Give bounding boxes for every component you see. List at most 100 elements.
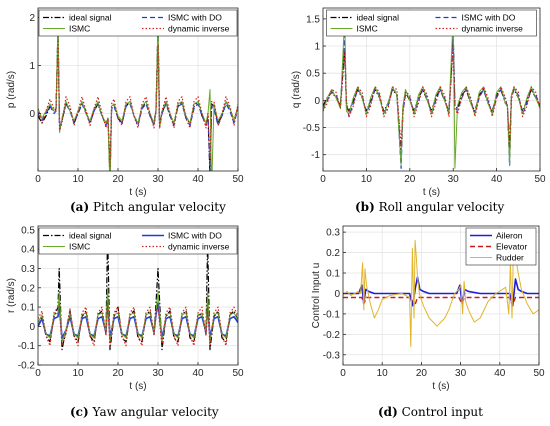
y-tick-label: 0.3: [326, 228, 340, 239]
y-tick-label: -0.1: [323, 309, 341, 320]
x-tick-label: 20: [404, 174, 416, 185]
y-tick-label: 0: [29, 109, 35, 120]
series-group: [38, 233, 238, 351]
x-tick-label: 50: [232, 174, 244, 185]
legend-label: dynamic inverse: [168, 242, 230, 252]
legend-label: ISMC with DO: [462, 13, 516, 23]
x-tick-label: 30: [152, 368, 164, 379]
x-tick-label: 10: [72, 174, 84, 185]
series-group: [323, 15, 540, 169]
legend-label: ISMC with DO: [168, 13, 222, 23]
x-axis-label: t (s): [432, 381, 449, 392]
x-tick-label: 30: [152, 174, 164, 185]
caption-d: (d) Control input: [378, 405, 483, 419]
legend-label: ISMC: [69, 24, 90, 34]
y-axis-label: p (rad/s): [6, 71, 17, 108]
chart-1: 0 10 20 30 40 50 -1 -0.5 0 0.5 1 1.5 t (s) q (rad/s) i…: [291, 7, 546, 198]
legend: ideal signal ISMC with DO ISMC dynamic inve…: [38, 227, 238, 255]
chart-0: 0 10 20 30 40 50 0 1 2 t (s) p (rad/s) ideal signal…: [6, 7, 244, 198]
y-tick-label: 0.3: [21, 264, 35, 275]
y-tick-label: 0: [29, 322, 35, 333]
legend-label: ideal signal: [357, 13, 400, 23]
axes-frame: [37, 7, 239, 172]
legend-label: dynamic inverse: [168, 24, 230, 34]
legend: ideal signal ISMC with DO ISMC dynamic inve…: [38, 9, 238, 37]
axes-frame: [322, 7, 541, 172]
y-tick-label: 1: [314, 42, 320, 53]
x-tick-label: 50: [534, 174, 546, 185]
series-group: [343, 239, 539, 348]
legend-box: [465, 227, 537, 266]
caption-b: (b) Roll angular velocity: [355, 200, 505, 214]
x-tick-label: 0: [35, 174, 41, 185]
x-axis-label: t (s): [423, 187, 440, 198]
x-tick-label: 0: [340, 368, 346, 379]
x-tick-label: 40: [491, 174, 503, 185]
x-tick-label: 20: [112, 174, 124, 185]
legend-label: ideal signal: [69, 231, 112, 241]
y-tick-label: 2: [29, 13, 35, 24]
y-tick-label: -0.1: [18, 341, 36, 352]
y-tick-label: -0.2: [323, 330, 341, 341]
x-tick-label: 40: [192, 368, 204, 379]
y-tick-label: -0.2: [18, 361, 36, 372]
legend-box: [38, 227, 238, 255]
series-group: [38, 21, 238, 171]
axes-frame: [342, 225, 540, 366]
legend-label: Elevator: [496, 242, 527, 252]
x-tick-label: 30: [448, 174, 460, 185]
x-tick-label: 10: [361, 174, 373, 185]
series-line-dynamic-inverse: [323, 45, 540, 148]
y-tick-label: 0.4: [21, 245, 35, 256]
x-tick-label: 10: [72, 368, 84, 379]
caption-c: (c) Yaw angular velocity: [70, 405, 219, 419]
series-line-dynamic-inverse: [38, 302, 238, 347]
x-tick-label: 20: [112, 368, 124, 379]
x-tick-label: 30: [455, 368, 467, 379]
legend-label: dynamic inverse: [462, 24, 524, 34]
legend-label: Aileron: [496, 231, 523, 241]
y-tick-label: 0.5: [306, 69, 320, 80]
y-tick-label: -0.3: [323, 350, 341, 361]
x-tick-label: 50: [533, 368, 545, 379]
x-tick-label: 40: [192, 174, 204, 185]
x-tick-label: 50: [232, 368, 244, 379]
x-tick-label: 40: [494, 368, 506, 379]
y-tick-label: 0.5: [21, 225, 35, 236]
y-tick-label: -1: [311, 150, 320, 161]
series-line-ismc: [38, 21, 238, 171]
x-tick-label: 0: [35, 368, 41, 379]
legend-label: ideal signal: [69, 13, 112, 23]
y-tick-label: 0.2: [326, 248, 340, 259]
y-tick-label: 0: [334, 289, 340, 300]
series-line-rudder: [343, 239, 539, 348]
legend-label: ISMC: [69, 242, 90, 252]
legend-box: [326, 9, 537, 37]
legend-label: Rudder: [496, 253, 524, 263]
legend-box: [38, 9, 238, 37]
legend-label: ISMC with DO: [168, 231, 222, 241]
x-tick-label: 0: [320, 174, 326, 185]
y-tick-label: 0.2: [21, 283, 35, 294]
x-tick-label: 20: [416, 368, 428, 379]
y-tick-label: 0: [314, 96, 320, 107]
chart-3: 0 10 20 30 40 50 -0.3 -0.2 -0.1 0 0.1 0.2 0.3 t (s) Co…: [311, 225, 545, 392]
x-axis-label: t (s): [129, 187, 146, 198]
y-tick-label: 1.5: [306, 14, 320, 25]
x-axis-label: t (s): [129, 381, 146, 392]
chart-2: 0 10 20 30 40 50 -0.2 -0.1 0 0.1 0.2 0.3 0.4 0.5 t (s)…: [6, 225, 244, 392]
legend-label: ISMC: [357, 24, 378, 34]
y-axis-label: Control Input u: [311, 263, 322, 329]
legend: ideal signal ISMC with DO ISMC dynamic inve…: [326, 9, 537, 37]
y-tick-label: -0.5: [303, 123, 321, 134]
x-tick-label: 10: [377, 368, 389, 379]
y-axis-label: q (rad/s): [291, 71, 302, 108]
y-tick-label: 0.1: [21, 303, 35, 314]
series-line-dynamic-inverse: [38, 41, 238, 167]
axes-frame: [37, 225, 239, 366]
caption-a: (a) Pitch angular velocity: [70, 200, 226, 214]
y-axis-label: r (rad/s): [6, 278, 17, 313]
y-tick-label: 0.1: [326, 269, 340, 280]
